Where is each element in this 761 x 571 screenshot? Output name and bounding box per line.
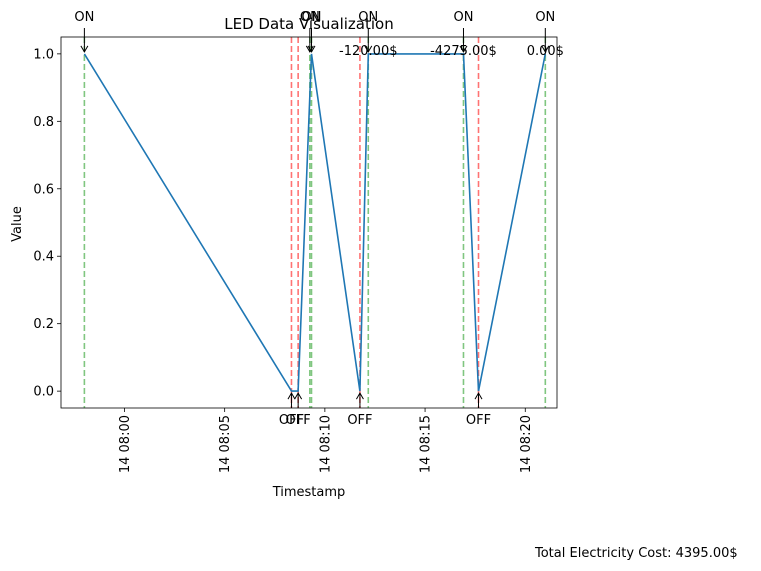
cost-label: 0.00$ (527, 44, 564, 59)
series-lines (83, 53, 547, 392)
off-label: OFF (279, 413, 304, 428)
y-tick-label: 0.0 (33, 385, 54, 400)
y-tick-label: 0.6 (33, 182, 54, 197)
off-arrow-head (287, 392, 296, 400)
off-label: OFF (347, 413, 372, 428)
off-arrow-head (356, 392, 364, 400)
on-arrow-head (364, 45, 373, 53)
x-tick-label: 14 08:15 (419, 415, 434, 473)
on-label: ON (300, 10, 320, 25)
x-tick-label: 14 08:20 (519, 415, 534, 473)
off-label: OFF (286, 413, 311, 428)
x-tick-label: 14 08:10 (318, 415, 333, 473)
on-arrow-head (80, 45, 89, 53)
on-label: ON (74, 10, 94, 25)
on-arrow-head (541, 45, 550, 53)
off-arrow-head (474, 392, 483, 400)
on-arrow-head (307, 45, 316, 53)
chart-title: LED Data Visualization (224, 15, 393, 33)
on-arrow-head (459, 45, 468, 53)
on-arrow-head (305, 45, 314, 53)
x-tick-label: 14 08:00 (118, 415, 133, 473)
cost-label: -120.00$ (339, 44, 397, 59)
y-tick-label: 0.4 (33, 250, 54, 265)
on-label: ON (302, 10, 322, 25)
on-label: ON (358, 10, 378, 25)
event-lines (83, 37, 547, 408)
axes: 0.0 0.2 0.4 0.6 0.8 1.0 14 08:00 14 08:05 14 08:… (33, 47, 533, 473)
on-label: ON (453, 10, 473, 25)
total-cost: Total Electricity Cost: 4395.00$ (535, 546, 738, 561)
on-label: ON (535, 10, 555, 25)
y-tick-label: 0.2 (33, 317, 54, 332)
cost-labels: -120.00$ -4275.00$ 0.00$ (339, 44, 564, 59)
cost-label: -4275.00$ (430, 44, 497, 59)
y-axis-label: Value (10, 206, 25, 242)
y-tick-label: 1.0 (33, 47, 54, 62)
series-line (83, 53, 547, 392)
plot-frame (60, 36, 558, 409)
x-tick-label: 14 08:05 (218, 415, 233, 473)
y-tick-label: 0.8 (33, 115, 54, 130)
x-axis-label: Timestamp (272, 485, 346, 500)
off-label: OFF (466, 413, 491, 428)
off-arrow-head (294, 392, 303, 400)
